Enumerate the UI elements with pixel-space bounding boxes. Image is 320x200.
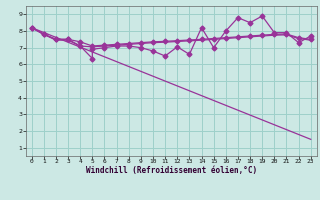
X-axis label: Windchill (Refroidissement éolien,°C): Windchill (Refroidissement éolien,°C) [86, 166, 257, 175]
